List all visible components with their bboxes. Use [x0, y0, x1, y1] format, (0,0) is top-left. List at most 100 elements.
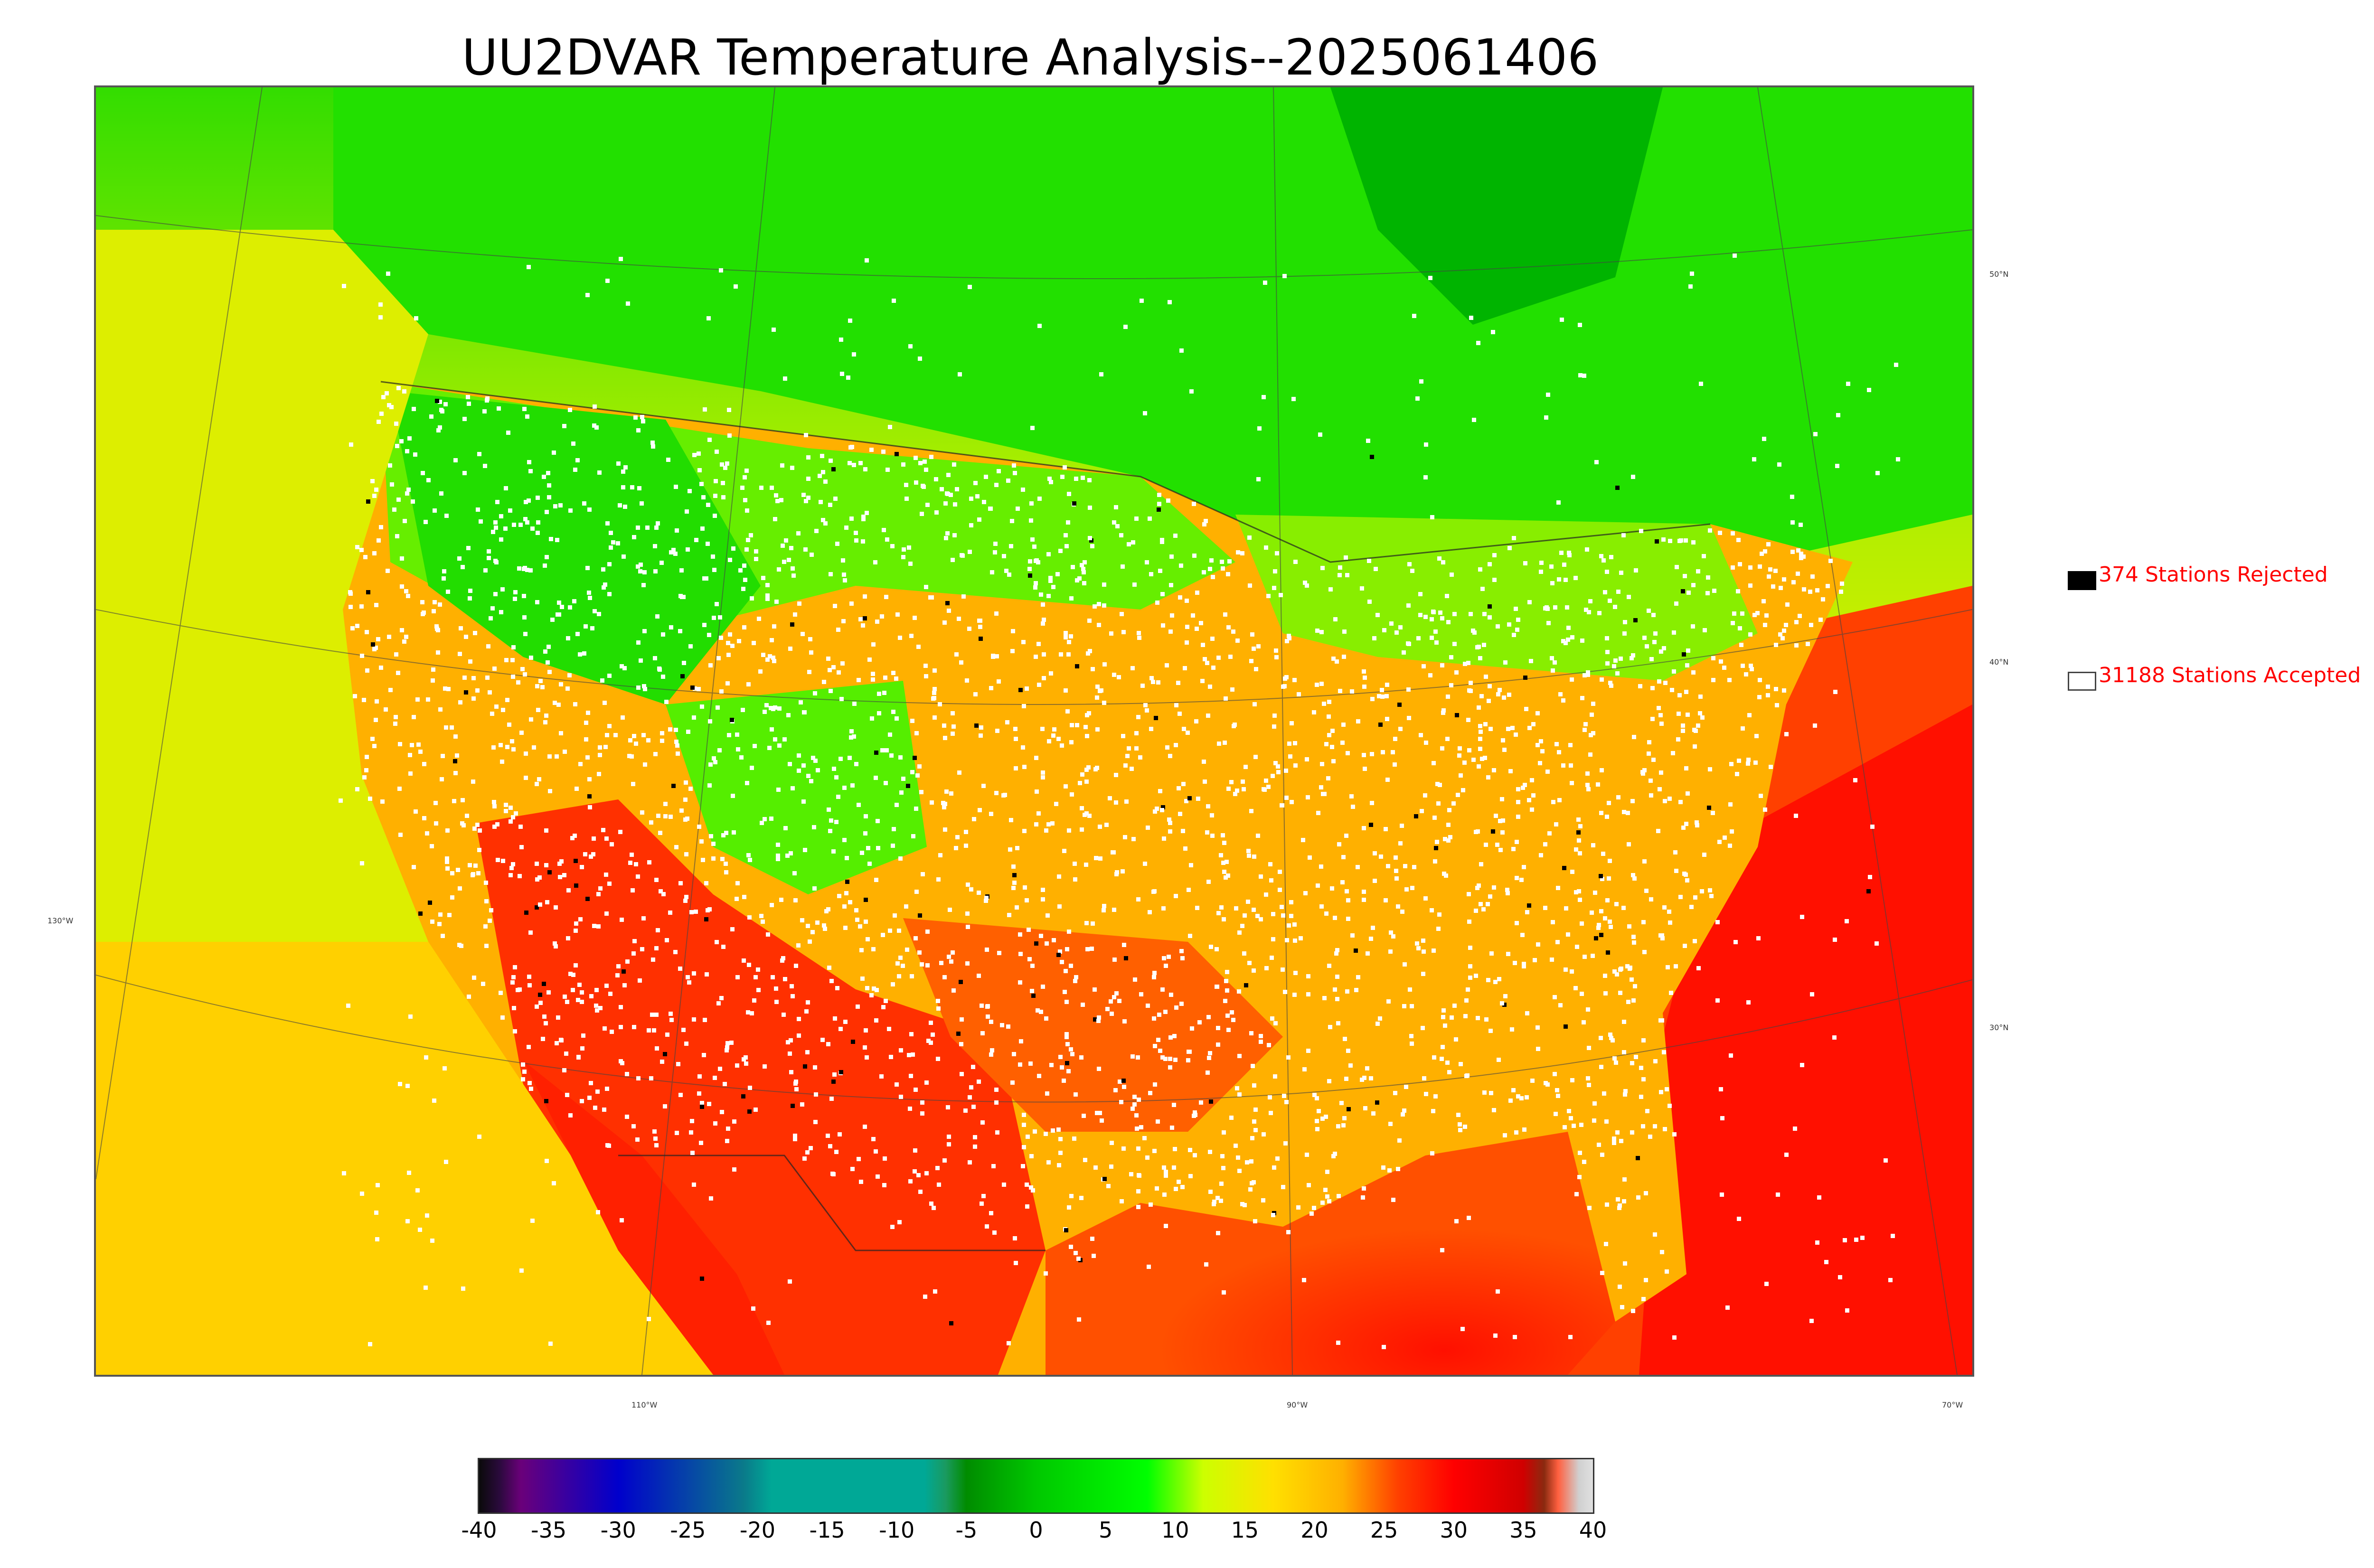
accepted-station-marker [1603, 991, 1608, 995]
accepted-station-marker [1185, 625, 1189, 629]
accepted-station-marker [973, 1145, 977, 1149]
accepted-station-marker [1438, 783, 1442, 787]
accepted-station-marker [461, 798, 465, 802]
accepted-station-marker [1430, 1151, 1434, 1155]
accepted-station-marker [1132, 1102, 1137, 1107]
rejected-station-marker [366, 499, 370, 504]
rejected-station-marker [542, 982, 546, 986]
accepted-station-marker [521, 1062, 525, 1067]
accepted-station-marker [453, 458, 458, 462]
accepted-station-marker [768, 654, 772, 658]
accepted-station-marker [1252, 1119, 1256, 1124]
accepted-station-marker [1794, 643, 1799, 648]
accepted-station-marker [1634, 1055, 1638, 1059]
accepted-station-marker [1384, 827, 1388, 831]
accepted-station-marker [1570, 635, 1574, 639]
accepted-station-marker [380, 799, 385, 804]
accepted-station-marker [835, 986, 839, 990]
accepted-station-marker [1833, 938, 1837, 942]
accepted-station-marker [1569, 763, 1573, 768]
accepted-station-marker [1188, 1148, 1192, 1152]
accepted-station-marker [1005, 720, 1009, 724]
accepted-station-marker [1034, 822, 1038, 826]
accepted-station-marker [728, 558, 732, 562]
accepted-station-marker [712, 756, 716, 761]
accepted-station-marker [394, 715, 398, 719]
accepted-station-marker [643, 762, 647, 767]
accepted-station-marker [898, 856, 903, 861]
accepted-station-marker [455, 753, 459, 758]
accepted-station-marker [966, 925, 970, 929]
accepted-station-marker [436, 650, 440, 655]
accepted-station-marker [1496, 692, 1500, 696]
accepted-station-marker [1578, 898, 1582, 902]
accepted-station-marker [544, 1021, 548, 1025]
accepted-station-marker [557, 601, 561, 605]
accepted-station-marker [398, 1082, 402, 1086]
accepted-station-marker [1248, 583, 1252, 588]
accepted-station-marker [989, 507, 993, 511]
accepted-station-marker [395, 534, 399, 538]
accepted-station-marker [1612, 1136, 1616, 1141]
accepted-station-marker [492, 804, 497, 808]
accepted-station-marker [589, 854, 593, 859]
accepted-station-marker [1402, 1004, 1406, 1008]
accepted-station-marker [720, 857, 725, 861]
accepted-station-marker [527, 460, 531, 464]
southern-plains-hot [903, 918, 1283, 1132]
accepted-station-marker [1684, 538, 1688, 543]
accepted-station-marker [1290, 721, 1294, 725]
accepted-station-marker [1110, 1141, 1114, 1145]
accepted-station-marker [1221, 1166, 1225, 1170]
accepted-station-marker [1229, 1116, 1234, 1120]
accepted-station-marker [1488, 727, 1493, 731]
accepted-station-marker [839, 338, 843, 342]
accepted-station-marker [1477, 764, 1481, 769]
accepted-station-marker [800, 918, 804, 922]
accepted-station-marker [647, 860, 651, 864]
accepted-station-marker [1143, 703, 1148, 707]
accepted-station-marker [686, 547, 690, 552]
accepted-station-marker [801, 632, 805, 636]
accepted-station-marker [1363, 1106, 1367, 1110]
accepted-station-marker [1120, 612, 1124, 616]
accepted-station-marker [1708, 888, 1712, 892]
accepted-station-marker [1587, 1046, 1591, 1050]
accepted-station-marker [1014, 737, 1018, 741]
accepted-station-marker [1668, 539, 1672, 543]
accepted-station-marker [1515, 628, 1519, 632]
accepted-station-marker [1677, 712, 1681, 716]
accepted-station-marker [1072, 1136, 1076, 1141]
accepted-station-marker [1410, 1042, 1414, 1046]
accepted-station-marker [955, 835, 960, 839]
accepted-station-marker [1616, 795, 1620, 799]
rejected-station-marker [1682, 652, 1686, 657]
accepted-station-marker [1536, 942, 1540, 947]
accepted-station-marker [607, 562, 612, 566]
accepted-station-marker [576, 998, 580, 1002]
accepted-station-marker [641, 419, 645, 423]
accepted-station-marker [1436, 927, 1441, 931]
accepted-station-marker [405, 491, 409, 496]
accepted-station-marker [504, 486, 508, 490]
accepted-station-marker [376, 1183, 380, 1187]
accepted-station-marker [942, 975, 947, 979]
accepted-station-marker [1708, 528, 1712, 533]
accepted-station-marker [787, 558, 791, 562]
accepted-station-marker [1538, 761, 1542, 765]
accepted-station-marker [1462, 761, 1467, 765]
accepted-station-marker [1030, 537, 1035, 542]
accepted-station-marker [704, 881, 708, 885]
accepted-station-marker [1846, 382, 1850, 386]
accepted-station-marker [1385, 778, 1390, 782]
colorbar-tick-label: 0 [1029, 1517, 1043, 1543]
accepted-station-marker [1098, 825, 1102, 829]
colorbar-tick-label: -35 [531, 1517, 567, 1543]
accepted-station-marker [1168, 821, 1172, 825]
accepted-station-marker [963, 1108, 968, 1113]
accepted-station-marker [1605, 898, 1610, 902]
accepted-station-marker [1840, 582, 1844, 586]
accepted-station-marker [581, 1033, 585, 1038]
accepted-station-marker [558, 875, 562, 879]
accepted-station-marker [1449, 683, 1453, 687]
